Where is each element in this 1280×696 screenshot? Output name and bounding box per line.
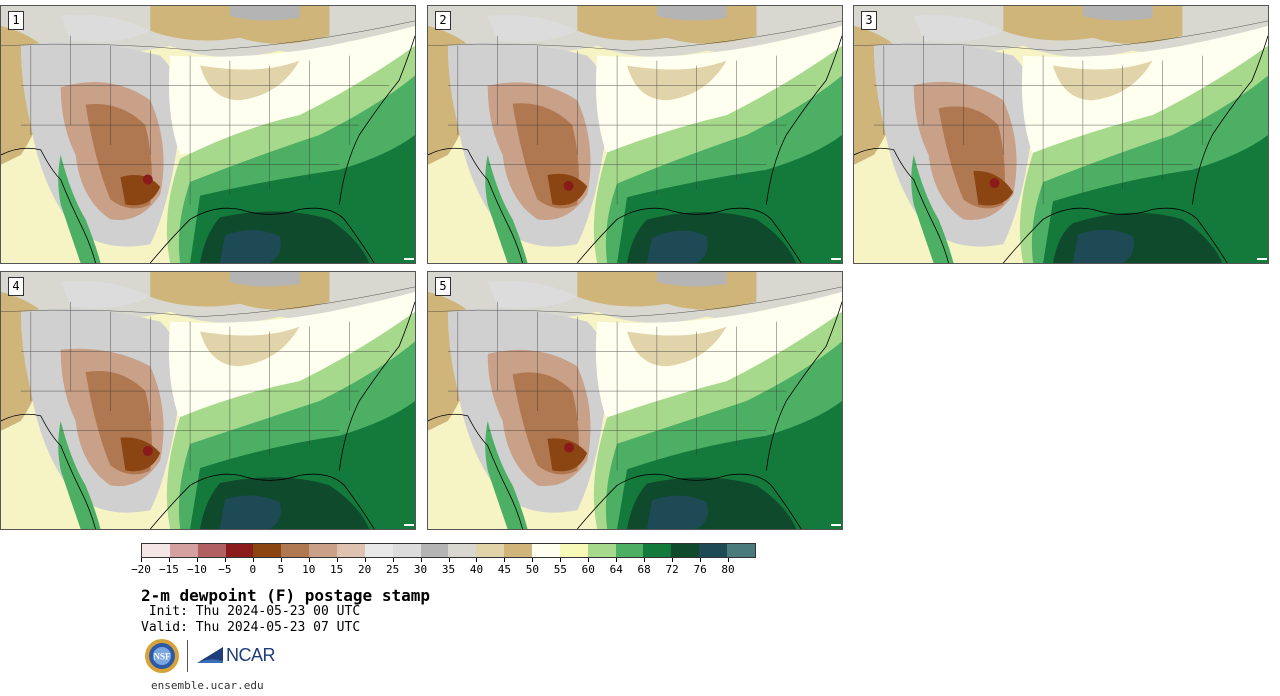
colorbar-ticks: −20 −15 −10 −5 0 5 10 15 20 25 30 35 40 45 50 55 60 64 68 7… [131,558,756,578]
nsf-logo-icon: NSF [145,639,179,673]
colorbar-tick-label: 5 [277,563,285,576]
colorbar-tick [476,558,478,562]
colorbar-tick-label: 15 [330,563,344,576]
panel-member-label: 4 [8,277,24,296]
colorbar-segment [364,544,393,557]
colorbar-tick [336,558,338,562]
postage-stamp-panel: 3 [853,5,1269,264]
logos: NSF NCAR [144,637,284,675]
colorbar-segment [532,544,560,557]
colorbar-tick-label: 40 [469,563,484,576]
dewpoint-map [1,6,415,263]
colorbar-segment [727,544,755,557]
colorbar-tick-label: 10 [302,563,316,576]
colorbar-tick [392,558,394,562]
colorbar-tick-label: 64 [609,563,623,576]
colorbar-segment [504,544,533,557]
colorbar-tick-label: 0 [249,563,257,576]
colorbar-tick [141,558,142,562]
dewpoint-map [428,272,842,529]
colorbar-segment [253,544,282,557]
colorbar-segment [587,544,616,557]
colorbar-tick [252,558,254,562]
svg-text:NSF: NSF [153,652,171,662]
colorbar-tick [364,558,366,562]
colorbar-tick [420,558,422,562]
postage-stamp-panel: 2 [427,5,843,264]
ncar-logo-icon [197,647,223,663]
colorbar [141,543,756,558]
valid-time: Valid: Thu 2024-05-23 07 UTC [141,620,361,635]
colorbar-tick-label: 20 [358,563,372,576]
colorbar-tick-label: 25 [385,563,400,576]
colorbar-tick [560,558,562,562]
colorbar-tick [616,558,618,562]
colorbar-tick [532,558,534,562]
colorbar-segment [169,544,198,557]
colorbar-segment [197,544,226,557]
panel-member-label: 2 [435,11,451,30]
colorbar-tick [700,558,702,562]
colorbar-segment [281,544,310,557]
colorbar-segment [420,544,449,557]
logo-divider [187,640,188,672]
colorbar-tick-label: 45 [497,563,512,576]
site-url: ensemble.ucar.edu [151,679,264,692]
dewpoint-map [428,6,842,263]
panel-member-label: 5 [435,277,451,296]
dewpoint-map [1,272,415,529]
colorbar-tick-label: 50 [525,563,539,576]
colorbar-segment [337,544,365,557]
colorbar-tick-label: −5 [218,563,232,576]
colorbar-tick-label: 68 [637,563,651,576]
plot-title: 2-m dewpoint (F) postage stamp [141,586,430,605]
colorbar-segment [643,544,672,557]
colorbar-segment [448,544,477,557]
colorbar-segment [615,544,644,557]
colorbar-tick-label: 35 [441,563,456,576]
colorbar-tick-label: 76 [693,563,707,576]
postage-stamp-panel: 5 [427,271,843,530]
postage-stamp-panel: 4 [0,271,416,530]
colorbar-tick [504,558,506,562]
postage-stamp-panel: 1 [0,5,416,264]
colorbar-segment [225,544,254,557]
colorbar-segment [559,544,588,557]
colorbar-tick [588,558,590,562]
ncar-logo-text: NCAR [226,645,276,665]
panel-member-label: 3 [861,11,877,30]
colorbar-tick [196,558,198,562]
colorbar-segment [392,544,421,557]
colorbar-tick [448,558,450,562]
colorbar-segment [699,544,728,557]
colorbar-tick [308,558,310,562]
colorbar-tick-label: 80 [721,563,735,576]
colorbar-tick [644,558,646,562]
colorbar-tick [672,558,674,562]
colorbar-segment [476,544,505,557]
colorbar-tick-label: 72 [665,563,679,576]
colorbar-tick [280,558,282,562]
colorbar-tick [728,558,730,562]
colorbar-tick-label: −10 [186,563,207,576]
dewpoint-map [854,6,1268,263]
colorbar-tick-label: 55 [553,563,567,576]
colorbar-segment [671,544,700,557]
colorbar-tick [224,558,226,562]
colorbar-tick [168,558,170,562]
init-time: Init: Thu 2024-05-23 00 UTC [141,604,361,619]
colorbar-tick-label: −15 [159,563,179,576]
colorbar-tick-label: 60 [581,563,595,576]
panel-member-label: 1 [8,11,24,30]
colorbar-tick-label: 30 [413,563,428,576]
colorbar-tick-label: −20 [131,563,151,576]
colorbar-segment [309,544,338,557]
colorbar-segment [142,544,170,557]
